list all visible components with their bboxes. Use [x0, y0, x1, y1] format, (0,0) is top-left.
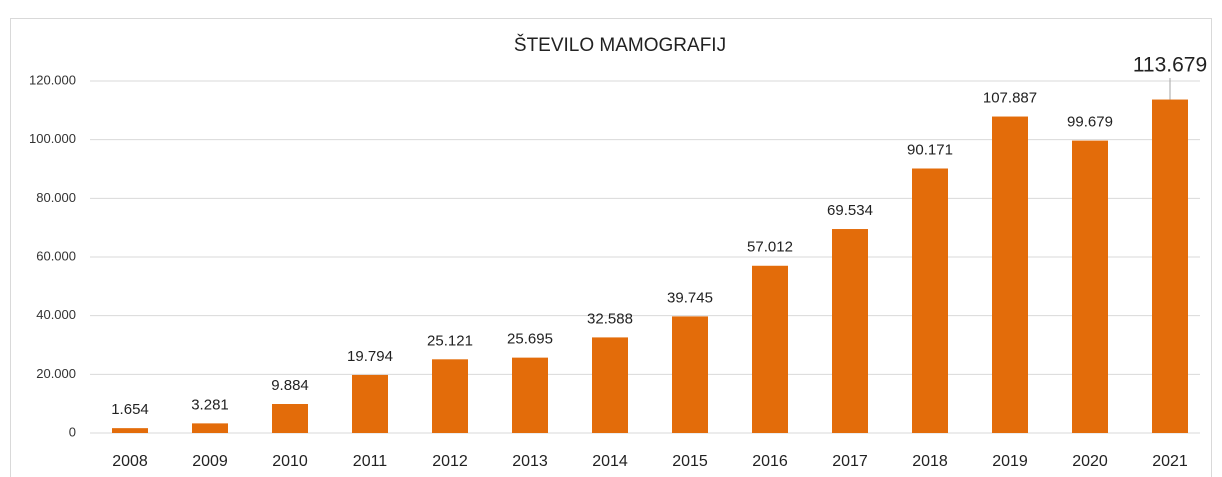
bar — [992, 116, 1028, 433]
x-tick-label: 2010 — [272, 453, 308, 470]
y-tick-label: 120.000 — [29, 72, 76, 87]
bar — [192, 423, 228, 433]
y-tick-label: 100.000 — [29, 131, 76, 146]
bar — [512, 357, 548, 433]
x-tick-label: 2021 — [1152, 453, 1188, 470]
bar — [672, 316, 708, 433]
value-label: 9.884 — [271, 377, 309, 394]
bar — [752, 265, 788, 433]
x-tick-label: 2017 — [832, 453, 868, 470]
x-tick-label: 2015 — [672, 453, 708, 470]
value-label: 90.171 — [907, 141, 953, 158]
y-tick-label: 0 — [69, 424, 76, 439]
y-tick-label: 40.000 — [36, 307, 76, 322]
x-tick-label: 2019 — [992, 453, 1028, 470]
value-label: 69.534 — [827, 202, 873, 219]
value-label: 1.654 — [111, 401, 149, 418]
value-label: 25.695 — [507, 331, 553, 348]
value-label: 99.679 — [1067, 114, 1113, 131]
value-label: 19.794 — [347, 348, 393, 365]
value-label: 107.887 — [983, 90, 1037, 107]
value-label: 25.121 — [427, 332, 473, 349]
x-tick-label: 2016 — [752, 453, 788, 470]
x-tick-label: 2013 — [512, 453, 548, 470]
y-tick-label: 60.000 — [36, 248, 76, 263]
x-tick-label: 2018 — [912, 453, 948, 470]
bar — [1152, 99, 1188, 434]
bar — [352, 374, 388, 433]
value-label: 3.281 — [191, 396, 229, 413]
bar — [912, 168, 948, 433]
x-tick-label: 2009 — [192, 453, 228, 470]
value-label: 57.012 — [747, 239, 793, 256]
bar — [832, 229, 868, 433]
x-tick-label: 2012 — [432, 453, 468, 470]
bar — [432, 359, 468, 433]
bar — [1072, 140, 1108, 433]
x-tick-label: 2008 — [112, 453, 148, 470]
value-label: 113.679 — [1133, 54, 1207, 77]
value-label: 39.745 — [667, 289, 713, 306]
y-tick-label: 20.000 — [36, 366, 76, 381]
chart-title: ŠTEVILO MAMOGRAFIJ — [514, 34, 726, 56]
y-tick-label: 80.000 — [36, 190, 76, 205]
bar — [592, 337, 628, 433]
x-tick-label: 2011 — [353, 453, 388, 470]
bar — [272, 404, 308, 433]
x-tick-label: 2014 — [592, 453, 628, 470]
bar — [112, 428, 148, 433]
value-label: 32.588 — [587, 310, 633, 327]
x-tick-label: 2020 — [1072, 453, 1108, 470]
